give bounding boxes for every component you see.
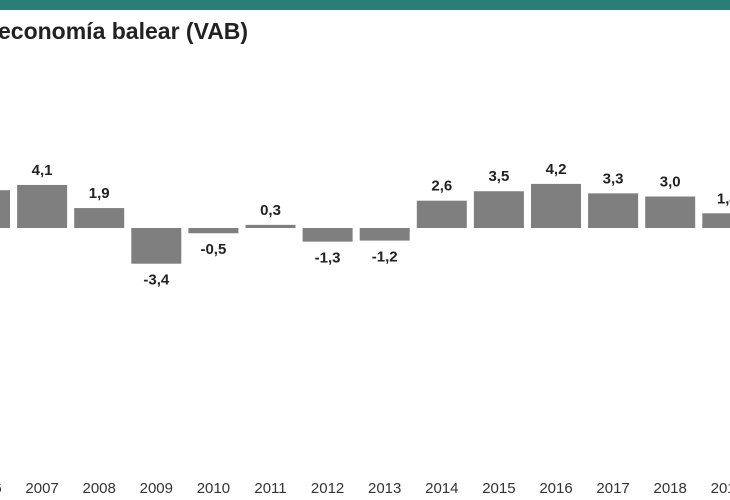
x-tick-label: 2009 [140,480,173,497]
value-label: 3,0 [660,173,681,190]
x-tick-label: 2010 [197,480,230,497]
x-tick-label: 2017 [596,480,629,497]
x-tick-label: 2014 [425,480,458,497]
value-label: -3,4 [143,272,170,289]
bar [188,228,239,234]
top-rule [0,0,730,10]
bar [416,200,467,228]
bar [74,208,125,228]
bar [588,193,639,228]
chart-title: economía balear (VAB) [0,18,248,44]
x-tick-label: 2018 [654,480,687,497]
value-label: -1,2 [372,249,398,266]
x-tick-label: 2012 [311,480,344,497]
value-label: 1,9 [89,185,110,202]
x-tick-label: 2011 [254,480,286,497]
bar [531,183,581,228]
bar [131,228,182,264]
bar [0,190,10,228]
x-tick-label: 2015 [482,480,515,497]
value-label: 4,1 [32,162,53,179]
value-label: 2,6 [431,178,452,195]
x-tick-label: 2008 [83,480,116,497]
value-label: 1,4 [717,190,730,207]
value-label: -0,5 [200,241,226,258]
x-tick-label: 2006 [0,480,2,497]
bar [17,184,68,228]
value-label: 0,3 [260,202,281,219]
value-label: 4,2 [546,161,567,178]
x-tick-label: 2013 [368,480,401,497]
bar [302,228,353,242]
value-label: 3,3 [603,170,624,187]
value-label: 3,5 [488,168,509,185]
bar [702,213,730,228]
x-tick-label: 2016 [539,480,572,497]
x-tick-label: 2007 [25,480,58,497]
bar [359,228,410,241]
value-label: -1,3 [315,250,341,267]
bar [645,196,696,228]
bar [245,224,296,228]
bar [473,191,524,228]
x-tick-label: 2019 [711,480,730,497]
